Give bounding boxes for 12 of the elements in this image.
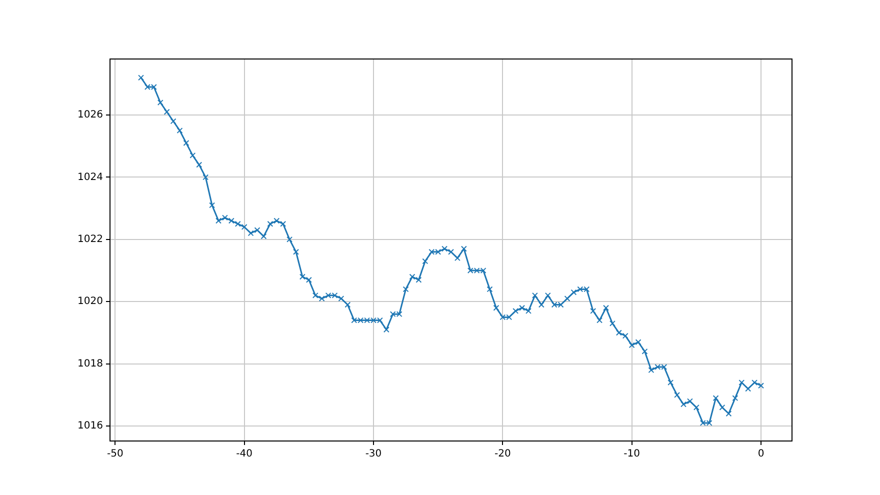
y-tick-label: 1020 (78, 296, 103, 308)
y-tick-label: 1022 (78, 234, 103, 246)
x-tick-label: -10 (624, 448, 640, 460)
x-tick-label: -20 (494, 448, 511, 460)
y-tick-label: 1018 (78, 358, 103, 370)
x-tick-label: -50 (106, 448, 124, 460)
x-tick-label: -40 (236, 448, 253, 460)
y-tick-label: 1024 (78, 172, 103, 183)
y-tick-label: 1026 (78, 110, 103, 121)
x-tick-label: -30 (365, 448, 382, 460)
x-tick-label: 0 (758, 448, 764, 460)
y-tick-label: 1016 (78, 420, 103, 432)
